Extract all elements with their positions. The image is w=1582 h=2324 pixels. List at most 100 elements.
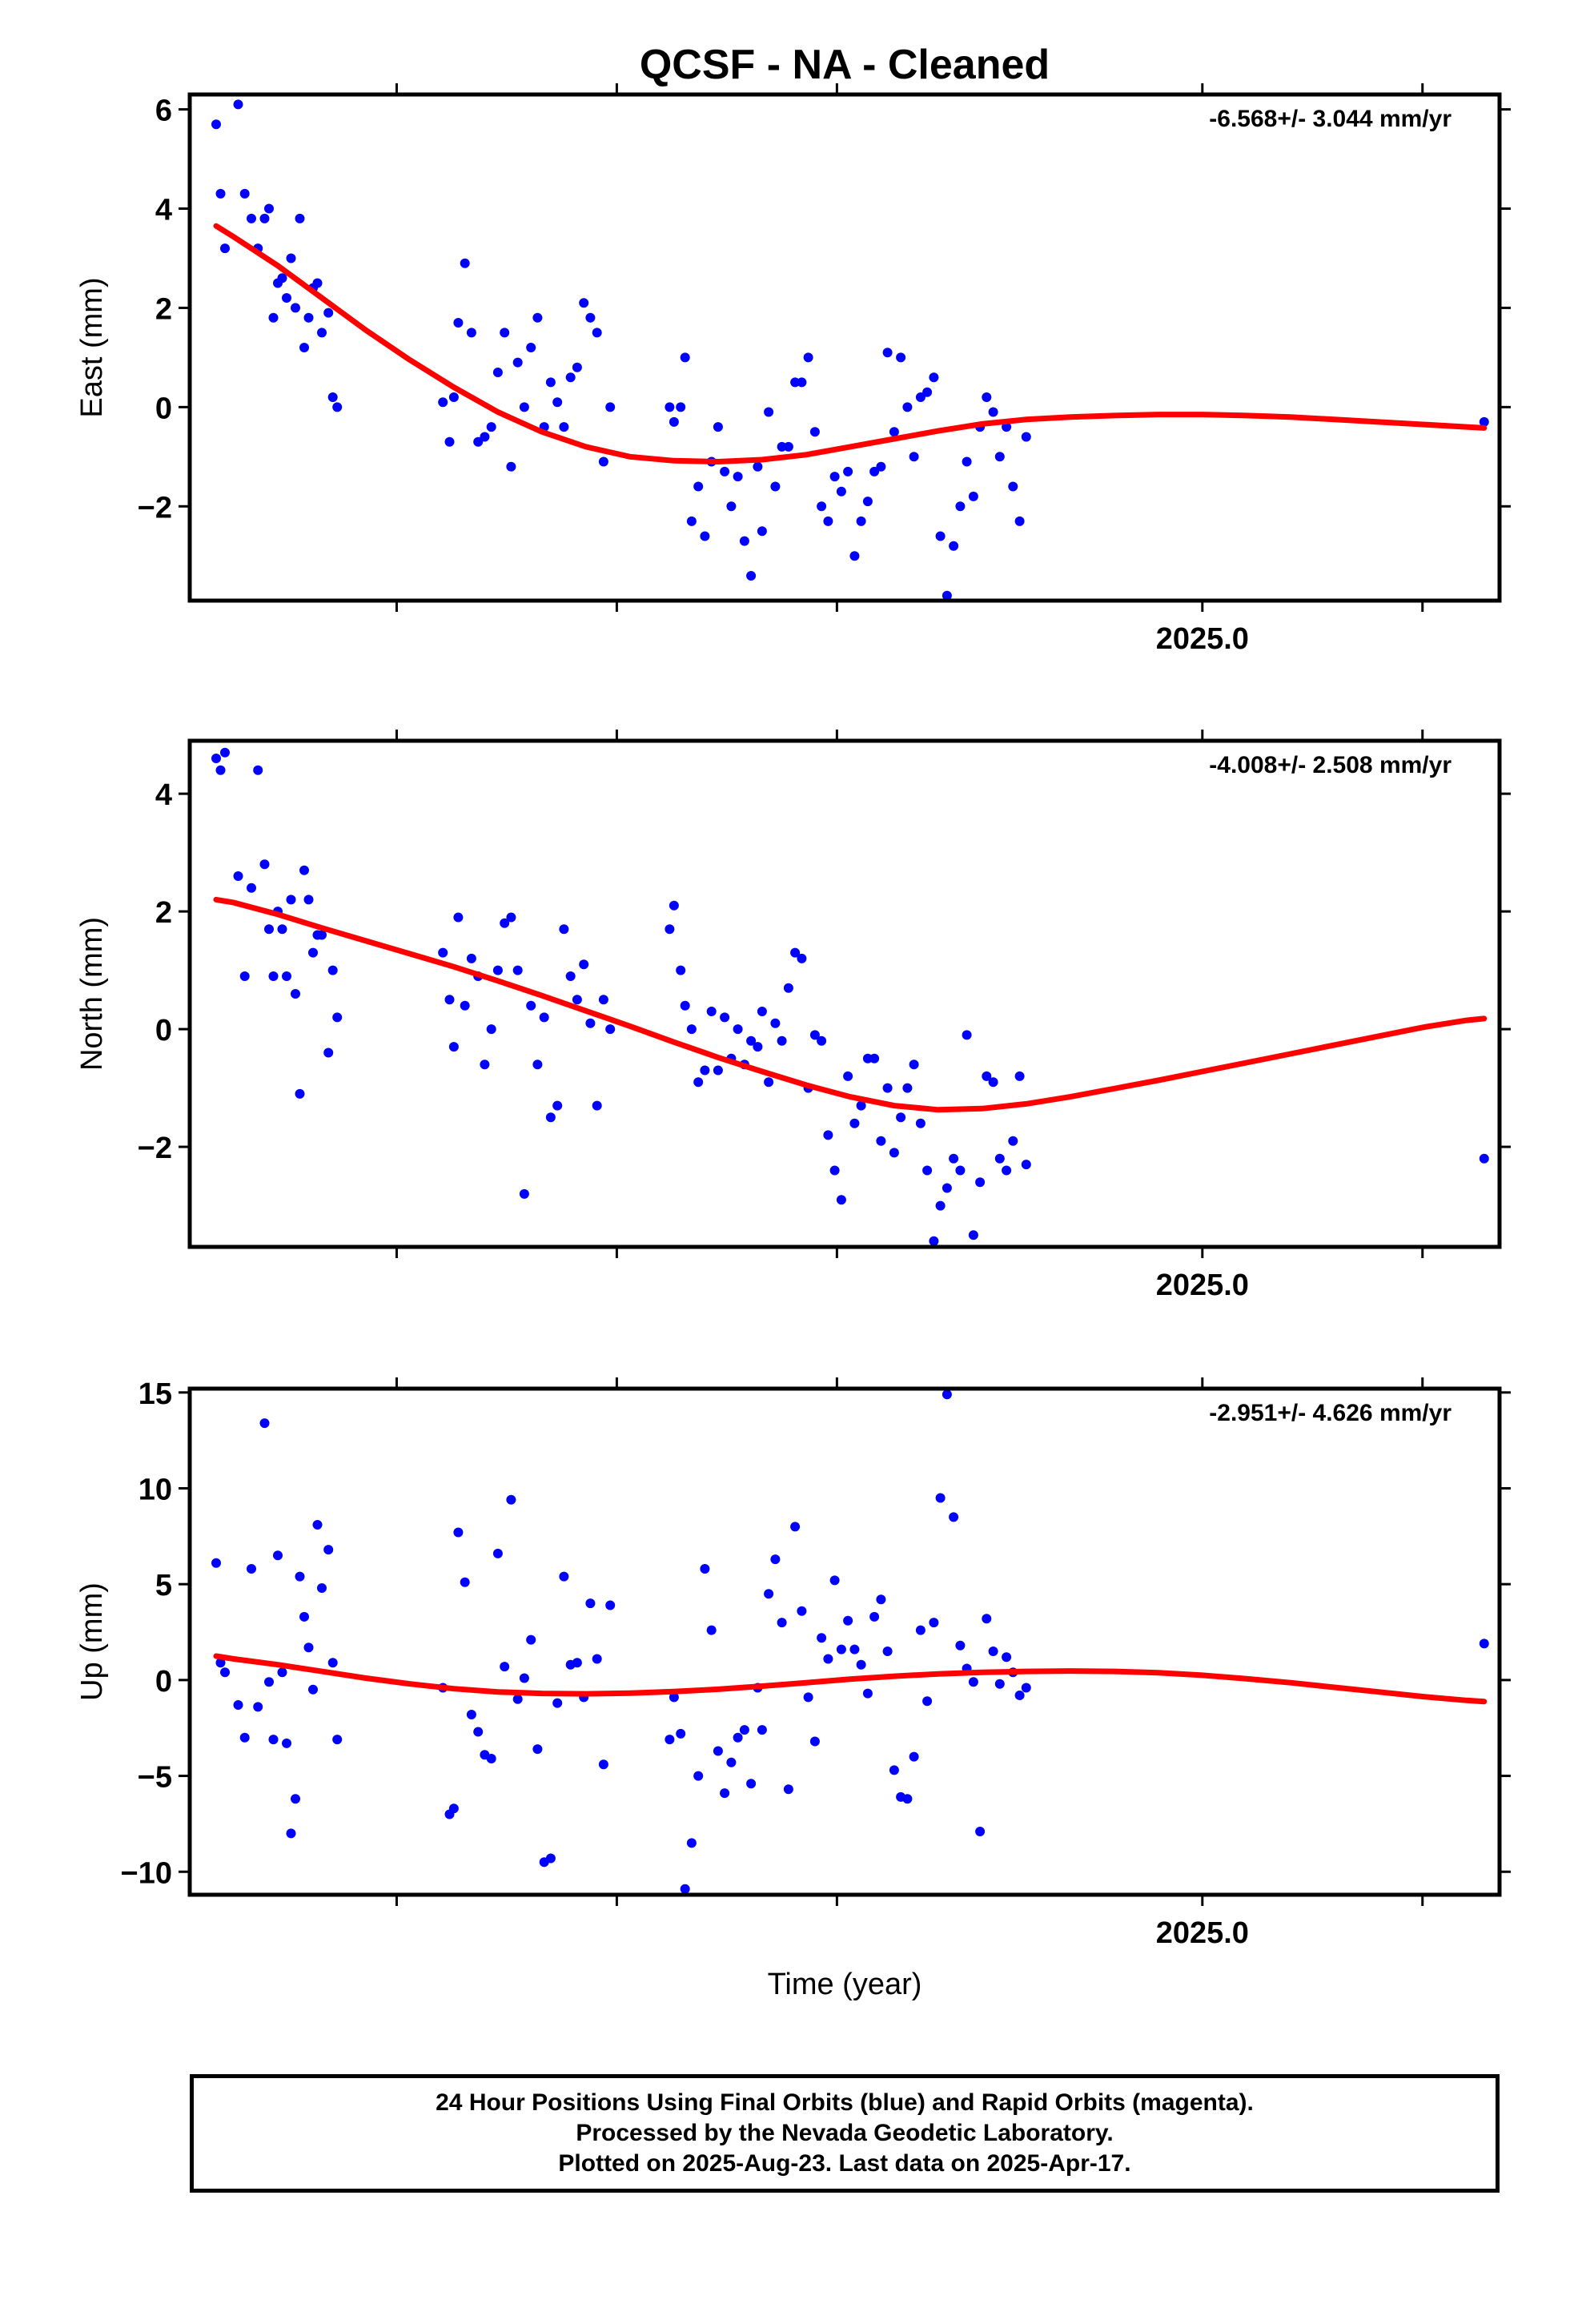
east-data-point: [1021, 432, 1031, 442]
north-data-point: [259, 859, 270, 870]
east-y-axis-label: East (mm): [75, 277, 109, 417]
north-data-point: [720, 1012, 730, 1023]
east-data-point: [512, 357, 523, 368]
east-data-point: [876, 461, 886, 472]
up-data-point: [312, 1520, 323, 1530]
north-data-point: [676, 965, 686, 975]
east-data-point: [532, 312, 543, 323]
east-data-point: [783, 441, 793, 452]
up-data-point: [268, 1735, 279, 1745]
up-data-point: [829, 1575, 840, 1586]
up-ytick-label: 15: [139, 1377, 172, 1411]
east-velocity-label: -6.568+/- 3.044 mm/yr: [1209, 106, 1452, 132]
north-xtick-label: 2025.0: [1156, 1269, 1249, 1302]
north-data-point: [277, 924, 287, 935]
up-data-point: [259, 1418, 270, 1429]
east-data-point: [1014, 516, 1025, 526]
up-data-point: [215, 1658, 226, 1668]
east-data-point: [1479, 416, 1489, 427]
east-data-point: [849, 551, 860, 561]
north-data-point: [829, 1165, 840, 1176]
north-data-point: [453, 912, 464, 923]
up-ytick-label: −5: [138, 1761, 172, 1795]
east-data-point: [312, 278, 323, 288]
north-data-point: [286, 895, 296, 905]
east-data-point: [565, 372, 576, 383]
up-panel: 15 10 5 0 −5 −10 2025.0 Up (mm) -2.951+/- 4.626 …: [75, 1377, 1511, 1950]
north-data-point: [506, 912, 516, 923]
east-data-point: [506, 461, 516, 472]
up-data-point: [460, 1577, 470, 1587]
north-data-point: [975, 1177, 986, 1188]
up-data-point: [876, 1594, 886, 1605]
up-plot-frame: [187, 1386, 1502, 1897]
east-data-point: [545, 377, 556, 388]
east-data-point: [955, 501, 966, 512]
up-data-point: [713, 1746, 723, 1756]
east-data-point: [994, 452, 1005, 462]
north-data-point: [915, 1118, 926, 1128]
north-data-point: [849, 1118, 860, 1128]
north-data-point: [700, 1065, 710, 1076]
up-data-point: [559, 1571, 569, 1582]
east-data-point: [757, 526, 767, 537]
east-data-point: [473, 436, 484, 447]
up-data-point: [453, 1527, 464, 1538]
east-data-point: [896, 352, 906, 363]
east-data-point: [823, 516, 833, 526]
up-ytick-label: 5: [155, 1569, 172, 1602]
east-data-point: [915, 392, 926, 402]
up-data-point: [545, 1853, 556, 1864]
up-data-point: [317, 1583, 327, 1593]
east-data-point: [843, 466, 853, 476]
east-data-point: [680, 352, 690, 363]
north-data-point: [332, 1012, 343, 1023]
east-data-point: [862, 497, 873, 507]
east-data-point: [949, 541, 959, 551]
north-ytick-label: 4: [155, 778, 172, 812]
north-data-point: [565, 971, 576, 981]
east-ytick-label: −2: [138, 491, 172, 525]
up-data-point: [512, 1694, 523, 1704]
north-data-point: [233, 871, 243, 881]
north-data-point: [526, 1000, 536, 1011]
east-data-point: [968, 491, 978, 501]
east-ytick-label: 4: [155, 194, 172, 227]
up-data-point: [277, 1667, 287, 1678]
east-data-point: [220, 243, 230, 254]
east-xtick-label: 2025.0: [1156, 622, 1249, 656]
east-ytick-label: 0: [155, 392, 172, 425]
up-data-point: [299, 1611, 309, 1622]
east-data-point: [211, 119, 221, 130]
east-data-point: [332, 402, 343, 412]
north-data-point: [264, 924, 274, 935]
north-data-point: [665, 924, 675, 935]
up-data-point: [739, 1725, 749, 1735]
north-data-point: [922, 1165, 933, 1176]
east-data-point: [733, 472, 743, 482]
east-data-point: [982, 392, 992, 402]
north-data-point: [706, 1007, 717, 1016]
east-plot-frame: [187, 92, 1502, 603]
east-data-point: [790, 377, 801, 388]
north-data-point: [220, 747, 230, 758]
north-data-point: [308, 947, 318, 958]
north-data-point: [753, 1042, 763, 1052]
north-ytick-label: −2: [138, 1132, 172, 1165]
north-ytick-label: 0: [155, 1014, 172, 1047]
east-data-point: [929, 372, 939, 383]
east-data-point: [592, 328, 602, 338]
up-data-point: [770, 1554, 781, 1565]
up-data-point: [915, 1625, 926, 1635]
up-data-point: [605, 1600, 616, 1610]
east-data-point: [444, 436, 455, 447]
up-data-point: [552, 1698, 563, 1708]
north-data-point: [215, 765, 226, 775]
north-ytick-label: 2: [155, 896, 172, 930]
up-data-point: [332, 1735, 343, 1745]
east-data-point: [605, 402, 616, 412]
up-data-point: [486, 1754, 496, 1763]
up-data-point: [282, 1738, 291, 1748]
east-data-point: [889, 427, 899, 437]
north-data-point: [790, 947, 801, 958]
